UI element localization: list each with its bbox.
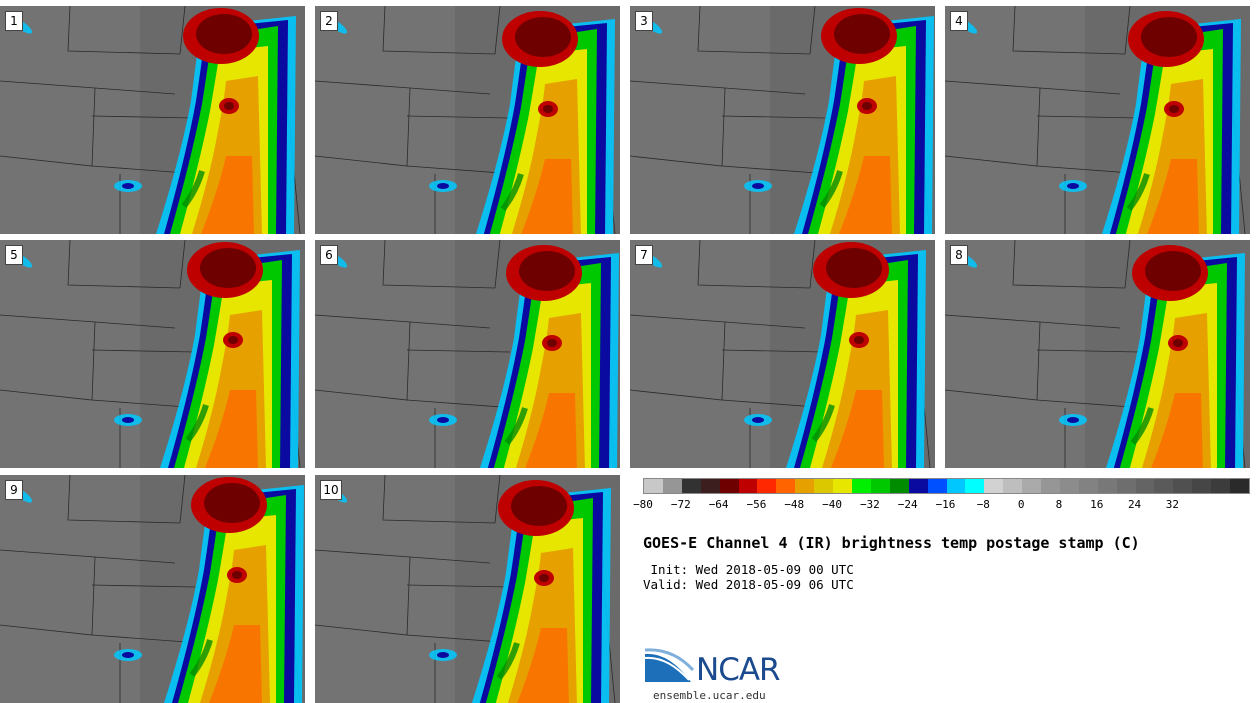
colorbar-segment: [1154, 479, 1174, 493]
colorbar-segment: [1116, 479, 1136, 493]
colorbar-segment: [1059, 479, 1079, 493]
satellite-map: [0, 6, 305, 234]
init-time: Init: Wed 2018-05-09 00 UTC: [643, 562, 854, 577]
colorbar-segment: [908, 479, 928, 493]
forecast-panel: 9: [0, 475, 305, 703]
colorbar-tick-label: −16: [935, 498, 956, 511]
colorbar-segment: [719, 479, 739, 493]
colorbar-segment: [644, 479, 663, 493]
satellite-map: [0, 240, 305, 468]
panel-number: 4: [950, 11, 968, 31]
colorbar-tick-label: 24: [1127, 498, 1142, 511]
colorbar-segment: [1211, 479, 1231, 493]
colorbar-ticks: −80 −72 −64 −56 −48 −40 −32 −24 −16 −8 0 8 16 24 32: [633, 498, 1248, 512]
colorbar-segment: [984, 479, 1004, 493]
colorbar-tick-label: −8: [976, 498, 990, 511]
colorbar-segment: [870, 479, 890, 493]
colorbar-segment: [965, 479, 985, 493]
satellite-map: [0, 475, 305, 703]
satellite-map: [630, 6, 935, 234]
colorbar-segment: [1192, 479, 1212, 493]
satellite-map: [945, 6, 1250, 234]
colorbar-tick-label: 16: [1090, 498, 1104, 511]
colorbar-segment: [1022, 479, 1042, 493]
panel-number: 1: [5, 11, 23, 31]
colorbar-tick-label: −32: [859, 498, 880, 511]
forecast-panel: 4: [945, 6, 1250, 234]
satellite-map: [315, 475, 620, 703]
colorbar-segment: [1230, 479, 1249, 493]
colorbar-segment: [814, 479, 834, 493]
panel-number: 7: [635, 245, 653, 265]
panel-number: 2: [320, 11, 338, 31]
colorbar-tick-label: −40: [822, 498, 842, 511]
colorbar: [643, 478, 1250, 494]
forecast-panel: 3: [630, 6, 935, 234]
colorbar-tick-label: −80: [633, 498, 653, 511]
panel-number: 10: [320, 480, 342, 500]
satellite-map: [945, 240, 1250, 468]
colorbar-segment: [1135, 479, 1155, 493]
colorbar-segment: [738, 479, 758, 493]
panel-number: 5: [5, 245, 23, 265]
panel-number: 8: [950, 245, 968, 265]
forecast-panel: 7: [630, 240, 935, 468]
satellite-map: [630, 240, 935, 468]
colorbar-segment: [776, 479, 796, 493]
figure-title: GOES-E Channel 4 (IR) brightness temp po…: [643, 534, 1140, 552]
colorbar-segment: [833, 479, 852, 493]
colorbar-tick-label: −72: [670, 498, 691, 511]
colorbar-segment: [1173, 479, 1193, 493]
colorbar-tick-label: −24: [897, 498, 918, 511]
colorbar-segment: [1003, 479, 1023, 493]
colorbar-segment: [927, 479, 947, 493]
ncar-logo-icon: [644, 648, 695, 682]
valid-time: Valid: Wed 2018-05-09 06 UTC: [643, 577, 854, 592]
colorbar-segment: [795, 479, 815, 493]
forecast-panel: 8: [945, 240, 1250, 468]
colorbar-segment: [1097, 479, 1117, 493]
colorbar-segment: [662, 479, 682, 493]
colorbar-segment: [889, 479, 909, 493]
colorbar-segment: [700, 479, 720, 493]
panel-number: 9: [5, 480, 23, 500]
panel-number: 6: [320, 245, 338, 265]
colorbar-segment: [851, 479, 871, 493]
colorbar-segment: [681, 479, 701, 493]
colorbar-segment: [1078, 479, 1098, 493]
satellite-map: [315, 6, 620, 234]
website-url: ensemble.ucar.edu: [653, 689, 766, 702]
colorbar-segment: [757, 479, 777, 493]
forecast-panel: 2: [315, 6, 620, 234]
forecast-panel: 10: [315, 475, 620, 703]
panel-number: 3: [635, 11, 653, 31]
colorbar-tick-label: 8: [1055, 498, 1063, 511]
colorbar-tick-label: −64: [708, 498, 729, 511]
colorbar-tick-label: 32: [1165, 498, 1179, 511]
colorbar-segment: [946, 479, 966, 493]
forecast-panel: 1: [0, 6, 305, 234]
forecast-panel: 6: [315, 240, 620, 468]
colorbar-segment: [1041, 479, 1060, 493]
satellite-map: [315, 240, 620, 468]
forecast-panel: 5: [0, 240, 305, 468]
colorbar-tick-label: 0: [1017, 498, 1025, 511]
colorbar-tick-label: −56: [746, 498, 767, 511]
colorbar-tick-label: −48: [784, 498, 805, 511]
ncar-logo-text: NCAR: [696, 652, 781, 688]
